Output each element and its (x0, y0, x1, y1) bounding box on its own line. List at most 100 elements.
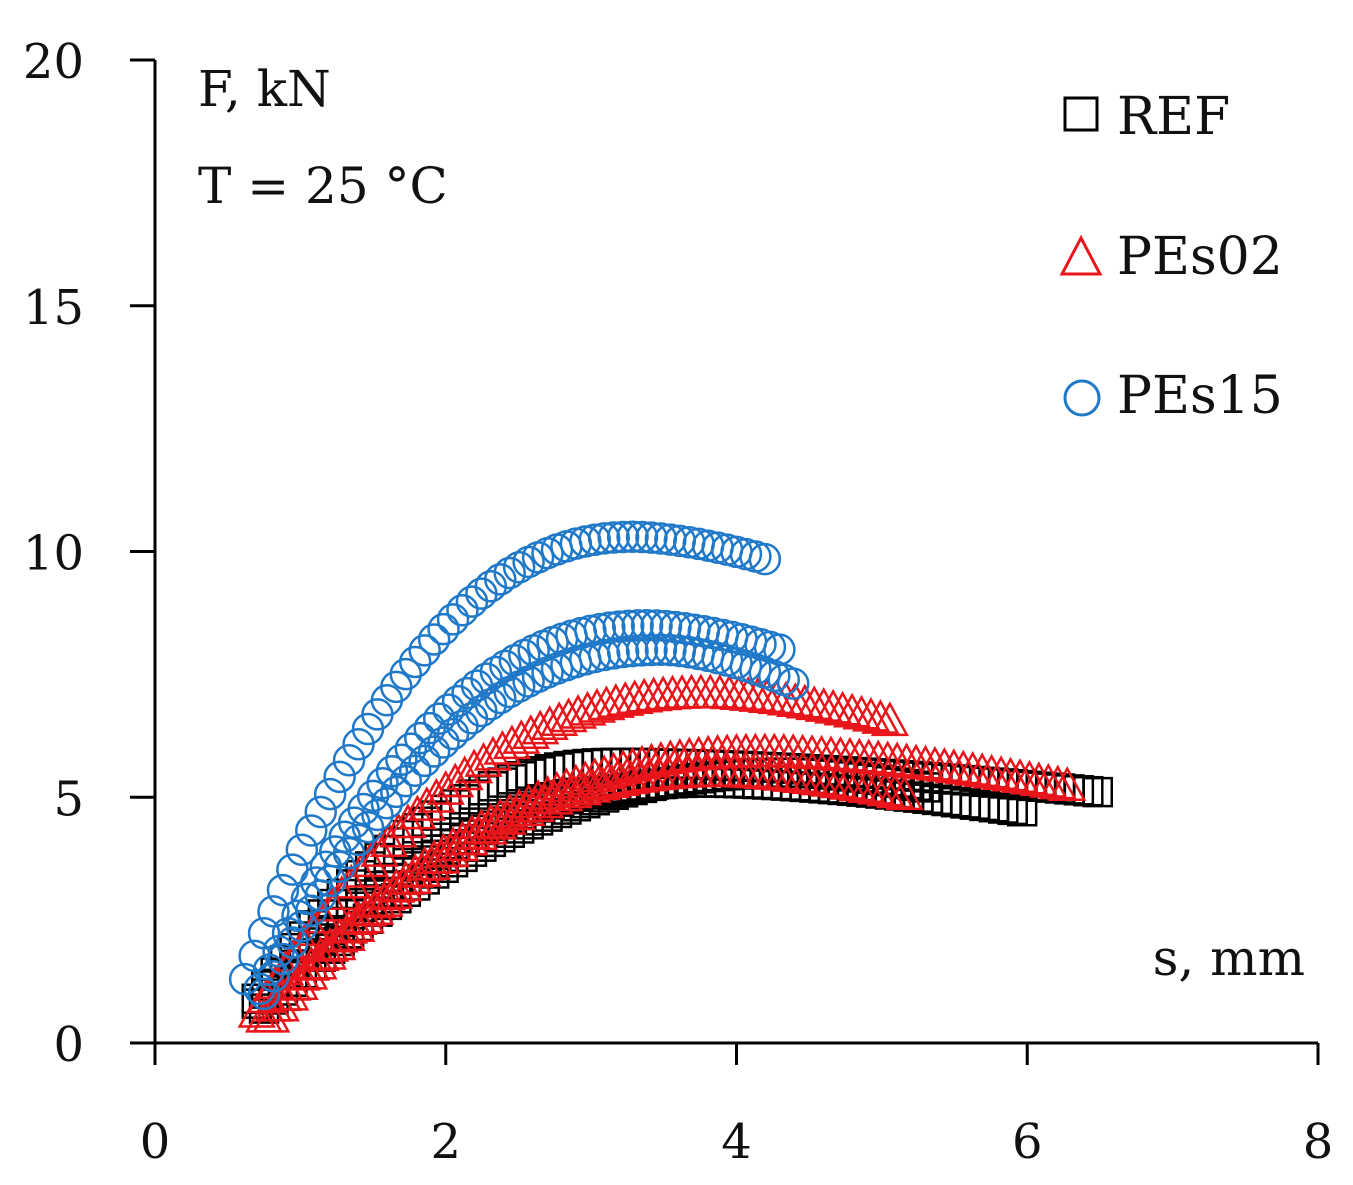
data-point-pes02 (785, 683, 824, 719)
data-point-pes02 (511, 714, 550, 749)
data-point-pes15 (408, 634, 441, 667)
data-point-pes02 (535, 779, 574, 815)
data-point-pes15 (748, 542, 782, 576)
x-tick-label: 8 (1303, 1114, 1334, 1170)
data-point-pes15 (276, 926, 309, 959)
data-point-pes02 (412, 845, 452, 881)
data-point-pes02 (776, 682, 815, 717)
data-point-pes02 (530, 705, 569, 741)
data-point-pes15 (621, 609, 654, 642)
data-point-pes02 (301, 936, 340, 972)
data-point-pes02 (556, 763, 595, 799)
data-point-pes15 (361, 798, 394, 832)
data-point-pes15 (502, 670, 536, 703)
series-pes15 (228, 520, 810, 1011)
data-point-pes02 (460, 815, 499, 850)
y-tick-label: 5 (53, 771, 84, 827)
data-point-pes15 (550, 648, 583, 682)
data-point-pes02 (388, 803, 428, 839)
data-point-pes02 (804, 686, 843, 722)
legend-label-pes02: PEs02 (1117, 227, 1283, 287)
data-point-pes15 (257, 959, 290, 993)
series-pes02 (237, 673, 1087, 1033)
data-point-pes15 (484, 681, 517, 715)
data-point-pes02 (866, 771, 905, 807)
data-point-pes02 (981, 755, 1021, 790)
data-point-pes02 (838, 766, 877, 802)
data-point-pes02 (1029, 762, 1068, 798)
data-point-pes02 (341, 852, 380, 888)
data-point-pes15 (285, 910, 319, 943)
data-point-pes02 (828, 764, 867, 800)
data-point-pes15 (436, 603, 470, 636)
data-point-pes15 (389, 764, 423, 798)
data-point-pes02 (454, 748, 494, 784)
data-point-pes15 (408, 744, 441, 778)
data-point-pes15 (640, 609, 673, 642)
data-point-pes02 (934, 748, 973, 784)
data-point-pes02 (337, 907, 376, 943)
data-point-pes02 (875, 773, 915, 809)
data-point-pes15 (578, 523, 612, 556)
data-point-pes15 (493, 556, 526, 590)
data-point-pes02 (497, 795, 537, 831)
y-tick-label: 15 (23, 280, 84, 336)
data-point-pes02 (842, 694, 881, 730)
legend-label-pes15: PEs15 (1117, 366, 1283, 426)
data-point-pes02 (1048, 766, 1087, 802)
data-point-pes02 (473, 735, 513, 771)
data-point-pes15 (635, 633, 668, 667)
data-point-pes15 (635, 521, 668, 554)
data-point-pes15 (616, 634, 649, 668)
data-point-pes15 (625, 520, 659, 554)
data-point-pes02 (972, 753, 1011, 789)
plot-area (228, 520, 1114, 1033)
temperature-annotation: T = 25 °C (198, 157, 448, 215)
data-point-pes15 (587, 522, 621, 555)
data-point-pes15 (593, 611, 626, 644)
data-point-pes15 (465, 694, 498, 728)
data-point-pes02 (809, 761, 848, 797)
y-axis-label: F, kN (198, 60, 331, 118)
data-point-pes15 (427, 726, 460, 759)
data-point-pes02 (492, 724, 532, 760)
data-point-ref (1082, 776, 1114, 808)
data-point-pes15 (389, 657, 423, 691)
data-point-pes02 (847, 768, 886, 803)
data-point-pes15 (370, 786, 404, 820)
data-point-pes02 (861, 699, 900, 734)
data-point-pes15 (763, 633, 796, 666)
data-point-pes02 (1010, 759, 1049, 795)
data-point-ref (988, 793, 1019, 824)
legend: REF PEs02 PEs15 (1059, 87, 1283, 426)
data-point-pes02 (271, 975, 310, 1011)
data-point-pes02 (488, 800, 527, 835)
data-point-pes15 (625, 634, 659, 667)
data-point-pes02 (944, 749, 983, 785)
data-point-pes15 (465, 577, 498, 610)
data-point-pes02 (436, 762, 475, 798)
data-point-pes15 (597, 637, 630, 670)
legend-marker-pes15 (1063, 379, 1101, 417)
data-point-ref (411, 806, 443, 837)
data-point-pes02 (318, 925, 357, 961)
data-point-pes02 (280, 965, 319, 1000)
data-point-pes02 (549, 697, 588, 733)
data-point-pes15 (332, 743, 366, 777)
data-point-pes02 (320, 917, 359, 953)
data-point-pes15 (295, 814, 328, 847)
y-tick-label: 10 (23, 526, 84, 582)
data-point-pes02 (823, 690, 862, 726)
data-point-pes02 (790, 759, 830, 795)
data-point-pes02 (925, 747, 964, 782)
data-point-pes15 (342, 728, 375, 761)
data-point-ref (997, 794, 1028, 826)
data-point-pes15 (285, 833, 319, 866)
data-point-pes15 (455, 585, 489, 618)
data-point-pes02 (322, 875, 361, 910)
data-point-pes02 (299, 944, 338, 980)
x-axis-label: s, mm (1153, 929, 1305, 987)
data-point-pes15 (351, 810, 385, 844)
data-point-pes02 (516, 787, 555, 823)
